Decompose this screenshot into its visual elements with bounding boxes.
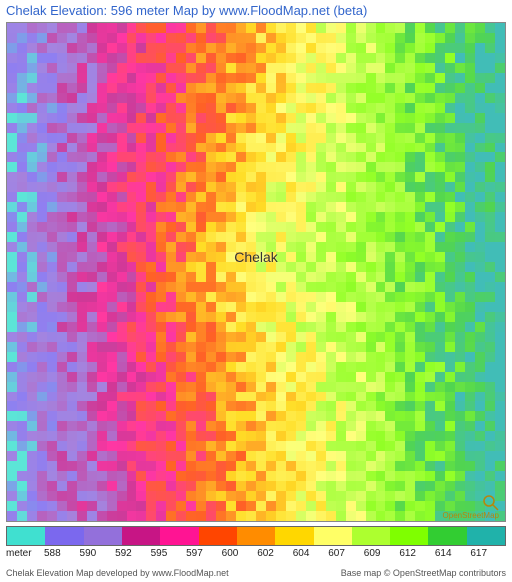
scale-segment: [122, 527, 160, 545]
scale-segment: [45, 527, 83, 545]
scale-tick: 614: [435, 548, 471, 559]
scale-tick: 600: [222, 548, 258, 559]
scale-tick: 612: [399, 548, 435, 559]
color-scale: [6, 526, 506, 546]
heatmap-grid: [7, 23, 505, 521]
scale-tick: 609: [364, 548, 400, 559]
scale-segment: [84, 527, 122, 545]
scale-tick: 604: [293, 548, 329, 559]
footer: meter 5885905925955976006026046076096126…: [6, 526, 506, 576]
scale-segment: [275, 527, 313, 545]
scale-segment: [428, 527, 466, 545]
scale-tick: 617: [470, 548, 506, 559]
attribution-right: Base map © OpenStreetMap contributors: [341, 568, 506, 578]
osm-logo: OpenStreetMap: [429, 495, 499, 515]
scale-segment: [7, 527, 45, 545]
scale-segment: [160, 527, 198, 545]
scale-unit: meter: [6, 548, 44, 559]
scale-segment: [199, 527, 237, 545]
elevation-map: Chelak OpenStreetMap: [6, 22, 506, 522]
attribution-left: Chelak Elevation Map developed by www.Fl…: [6, 568, 229, 578]
scale-tick: 588: [44, 548, 80, 559]
page-title: Chelak Elevation: 596 meter Map by www.F…: [0, 0, 512, 22]
scale-tick: 590: [80, 548, 116, 559]
scale-segment: [352, 527, 390, 545]
scale-segment: [390, 527, 428, 545]
scale-labels: meter 5885905925955976006026046076096126…: [6, 548, 506, 559]
city-label: Chelak: [234, 249, 278, 265]
scale-tick: 595: [151, 548, 187, 559]
scale-segment: [314, 527, 352, 545]
scale-segment: [467, 527, 505, 545]
osm-logo-text: OpenStreetMap: [443, 511, 499, 520]
scale-tick: 597: [186, 548, 222, 559]
scale-tick: 607: [328, 548, 364, 559]
scale-segment: [237, 527, 275, 545]
scale-tick: 592: [115, 548, 151, 559]
magnifier-icon: [483, 495, 499, 511]
scale-tick: 602: [257, 548, 293, 559]
